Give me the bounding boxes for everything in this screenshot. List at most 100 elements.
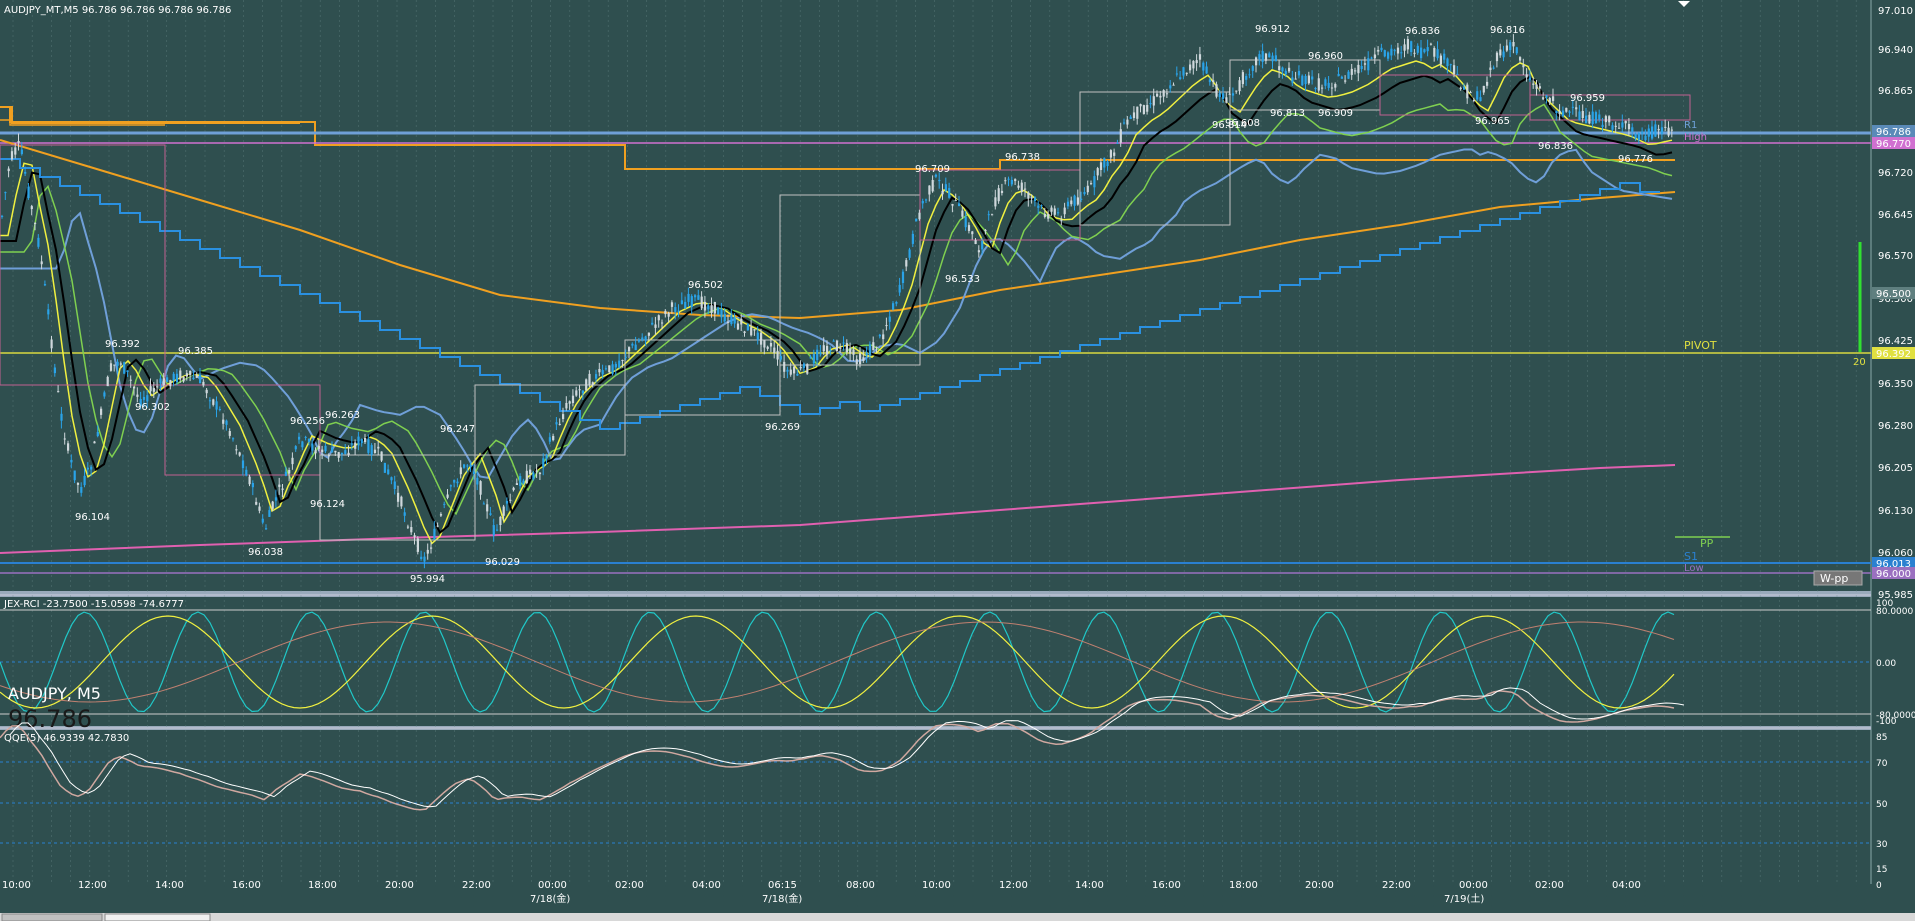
candle-body[interactable] (222, 419, 225, 424)
candle-body[interactable] (1073, 195, 1076, 206)
candle-body[interactable] (608, 365, 611, 373)
candle-body[interactable] (766, 346, 769, 349)
candle-body[interactable] (529, 469, 532, 474)
candle-body[interactable] (1542, 97, 1545, 100)
candle-body[interactable] (76, 482, 80, 485)
candle-body[interactable] (826, 345, 829, 355)
candle-body[interactable] (238, 452, 241, 456)
candle-body[interactable] (40, 261, 43, 265)
candle-body[interactable] (1400, 52, 1403, 54)
candle-body[interactable] (552, 436, 555, 441)
candle-body[interactable] (1396, 47, 1400, 54)
candle-body[interactable] (1598, 114, 1601, 120)
candle-body[interactable] (63, 438, 66, 440)
candle-body[interactable] (1030, 197, 1033, 199)
candle-body[interactable] (1185, 72, 1188, 74)
candle-body[interactable] (344, 450, 347, 454)
candle-body[interactable] (182, 376, 185, 382)
candle-body[interactable] (1578, 111, 1581, 121)
candle-body[interactable] (1212, 80, 1215, 83)
candle-body[interactable] (519, 476, 522, 487)
candle-body[interactable] (1109, 150, 1112, 158)
candle-body[interactable] (7, 168, 10, 172)
candle-body[interactable] (875, 346, 878, 348)
candle-body[interactable] (855, 359, 858, 365)
candle-body[interactable] (202, 381, 205, 386)
candle-body[interactable] (1337, 73, 1340, 77)
candle-body[interactable] (1558, 110, 1561, 114)
candle-body[interactable] (1594, 112, 1598, 123)
candle-body[interactable] (1647, 128, 1650, 137)
candle-body[interactable] (872, 342, 875, 351)
candle-body[interactable] (839, 347, 842, 349)
candle-body[interactable] (796, 373, 799, 376)
candle-body[interactable] (370, 445, 373, 455)
candle-body[interactable] (113, 364, 116, 366)
candle-body[interactable] (172, 373, 175, 381)
candle-body[interactable] (1301, 75, 1304, 86)
candle-body[interactable] (1585, 115, 1588, 124)
main-panel-bottom-separator[interactable] (0, 591, 1871, 597)
candle-body[interactable] (1462, 86, 1466, 90)
candle-body[interactable] (1641, 131, 1644, 134)
candle-body[interactable] (1053, 208, 1056, 215)
candle-body[interactable] (1010, 180, 1013, 185)
candle-body[interactable] (710, 305, 713, 313)
candle-body[interactable] (1080, 198, 1083, 200)
candle-body[interactable] (215, 401, 218, 410)
candle-body[interactable] (225, 420, 228, 425)
candle-body[interactable] (1162, 90, 1165, 97)
candle-body[interactable] (1393, 49, 1396, 51)
candle-body[interactable] (1416, 45, 1419, 53)
candle-body[interactable] (314, 450, 317, 454)
candle-body[interactable] (1509, 42, 1512, 50)
candle-body[interactable] (585, 379, 588, 391)
candle-body[interactable] (505, 500, 509, 504)
candle-body[interactable] (1670, 129, 1673, 131)
candle-body[interactable] (1581, 111, 1584, 118)
candle-body[interactable] (1568, 111, 1571, 113)
candle-body[interactable] (868, 344, 872, 355)
candle-body[interactable] (670, 302, 674, 307)
candle-body[interactable] (1189, 64, 1192, 71)
candle-body[interactable] (199, 374, 202, 384)
candle-body[interactable] (776, 350, 779, 360)
candle-body[interactable] (1420, 47, 1423, 59)
candle-body[interactable] (1634, 134, 1637, 139)
candle-body[interactable] (459, 467, 462, 475)
candle-body[interactable] (1014, 179, 1017, 182)
candle-body[interactable] (1512, 42, 1515, 47)
candle-body[interactable] (809, 357, 812, 359)
candle-body[interactable] (1086, 185, 1089, 193)
candle-body[interactable] (496, 529, 499, 531)
candle-body[interactable] (1482, 85, 1485, 93)
candle-body[interactable] (1033, 197, 1037, 201)
candle-body[interactable] (1208, 79, 1211, 83)
candle-body[interactable] (1103, 158, 1106, 168)
candle-body[interactable] (779, 356, 782, 360)
candle-body[interactable] (1373, 54, 1376, 59)
candle-body[interactable] (420, 556, 423, 559)
candle-body[interactable] (1601, 124, 1604, 127)
candle-body[interactable] (251, 483, 254, 488)
candle-body[interactable] (667, 312, 670, 317)
candle-body[interactable] (1631, 127, 1634, 132)
candle-body[interactable] (746, 324, 749, 331)
chart-tab[interactable] (1, 913, 103, 921)
candle-body[interactable] (733, 317, 736, 324)
candle-body[interactable] (1248, 74, 1251, 76)
candle-body[interactable] (1360, 66, 1363, 69)
candle-body[interactable] (1535, 84, 1538, 89)
candle-body[interactable] (1099, 162, 1103, 170)
candle-body[interactable] (139, 399, 142, 407)
candle-body[interactable] (439, 514, 443, 516)
candle-body[interactable] (357, 436, 360, 446)
candle-body[interactable] (311, 443, 314, 451)
candle-body[interactable] (1614, 125, 1617, 127)
candle-body[interactable] (327, 454, 330, 457)
candle-body[interactable] (555, 422, 558, 425)
candle-body[interactable] (1047, 214, 1050, 219)
candle-body[interactable] (1235, 90, 1238, 92)
candle-body[interactable] (27, 186, 30, 198)
candle-body[interactable] (961, 210, 964, 217)
